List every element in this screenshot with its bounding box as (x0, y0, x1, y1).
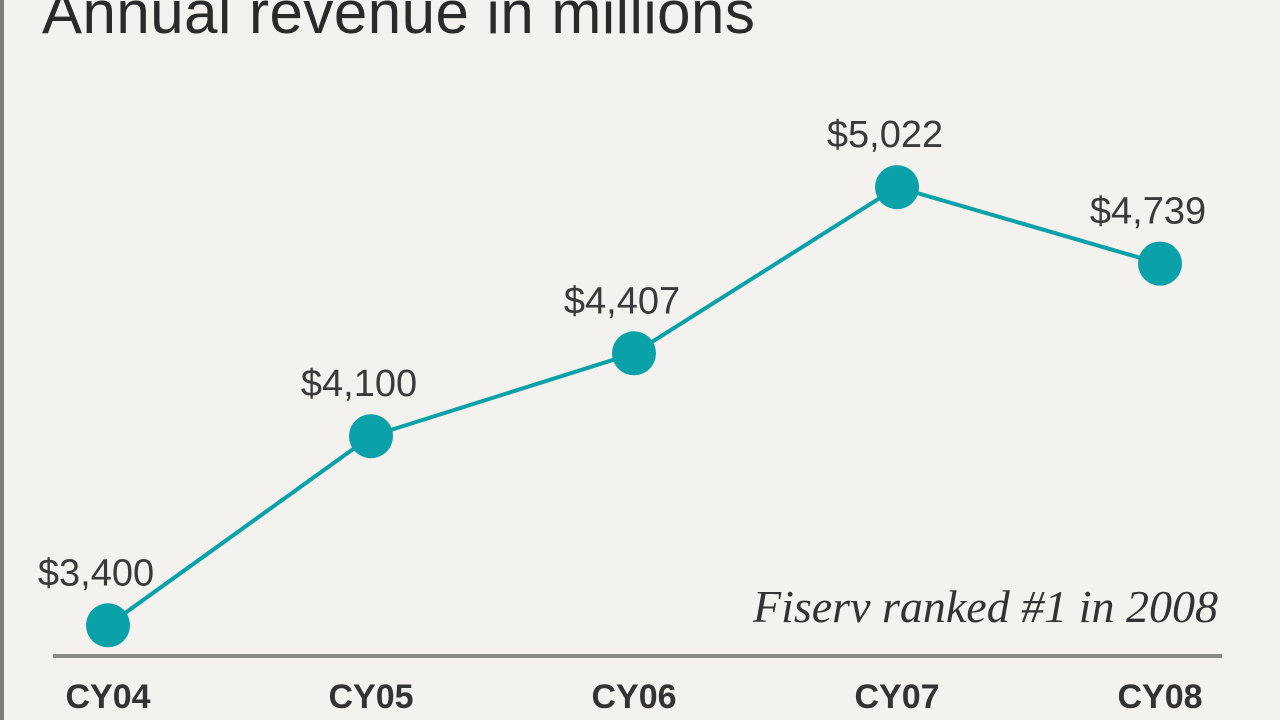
data-point (349, 414, 393, 459)
data-point (612, 331, 656, 376)
data-label: $4,100 (301, 363, 417, 405)
data-point (1138, 241, 1182, 286)
data-label: $4,407 (564, 280, 680, 322)
x-tick-label: CY05 (328, 678, 413, 716)
data-label: $4,739 (1090, 191, 1206, 233)
x-tick-label: CY07 (854, 678, 939, 716)
x-tick-label: CY08 (1117, 678, 1202, 716)
chart-annotation: Fiserv ranked #1 in 2008 (752, 581, 1218, 632)
series-line (106, 185, 1161, 627)
data-label: $5,022 (827, 114, 943, 156)
frame-border (0, 0, 4, 720)
data-point (875, 165, 919, 210)
x-tick-label: CY04 (65, 678, 150, 716)
x-tick-label: CY06 (591, 678, 676, 716)
data-label: $3,400 (38, 552, 154, 594)
chart-title: Annual revenue in millions (42, 0, 756, 46)
data-point (86, 603, 130, 648)
